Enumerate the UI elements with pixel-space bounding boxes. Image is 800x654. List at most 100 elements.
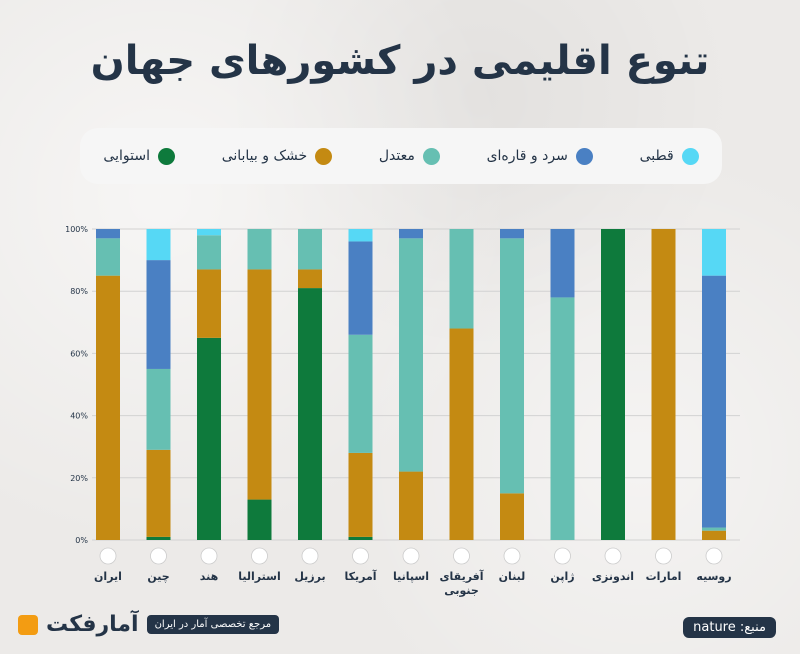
flag-circle [705, 547, 723, 565]
brand-tagline: مرجع تخصصی آمار در ایران [146, 615, 280, 634]
flag-circle [503, 547, 521, 565]
bar-segment [702, 275, 726, 528]
bar-segment [500, 238, 524, 494]
bar-segment [348, 241, 373, 335]
iran-flag-icon [99, 547, 117, 565]
south-africa-flag-icon [453, 547, 470, 565]
bar-segment [348, 536, 373, 540]
legend-label-tropical: استوایی [103, 148, 150, 164]
chart-title: تنوع اقلیمی در کشورهای جهان [90, 38, 710, 84]
category-label: روسیه [696, 570, 731, 583]
legend-item-tropical: استوایی [103, 147, 175, 165]
bar-segment [298, 229, 322, 270]
bar-segment [601, 229, 625, 540]
brand-name: آمارفکت [46, 612, 139, 637]
category-label: امارات [646, 570, 682, 583]
japan-flag-icon [554, 547, 571, 565]
category-label: برزیل [294, 570, 325, 583]
bar-segment [500, 493, 524, 540]
bar-segment [449, 328, 474, 540]
flag-circle [655, 547, 672, 565]
y-tick-label: 80% [70, 287, 88, 296]
bar-segment [550, 229, 575, 298]
bar-segment [96, 238, 120, 276]
australia-flag-icon [251, 547, 268, 565]
legend-swatch-arid [315, 147, 333, 165]
bar-segment [146, 536, 171, 540]
flag-circle [251, 547, 268, 565]
y-tick-label: 100% [65, 225, 88, 234]
category-label: هند [200, 570, 218, 583]
bar-segment [348, 229, 373, 242]
category-label: چین [147, 570, 169, 583]
bar-segment [449, 229, 474, 329]
flag-circle [604, 547, 622, 565]
bar-segment [146, 368, 171, 450]
legend-swatch-polar [681, 147, 699, 165]
bar-segment [197, 229, 221, 236]
bar-segment [247, 229, 272, 270]
flag-circle [200, 547, 218, 565]
legend-item-continental: سرد و قاره‌ای [486, 147, 593, 165]
spain-flag-icon [402, 547, 420, 565]
flag-circle [99, 547, 117, 565]
category-label: اسپانیا [393, 570, 429, 583]
bar-segment [96, 275, 120, 540]
legend-swatch-continental [575, 147, 593, 165]
category-label: ژاپن [550, 570, 574, 583]
flag-circle [453, 547, 470, 565]
bar-segment [247, 499, 272, 540]
legend-label-polar: قطبی [639, 148, 674, 164]
uae-flag-icon [655, 547, 672, 565]
flag-circle [150, 547, 167, 565]
y-tick-label: 60% [70, 349, 88, 358]
bar-segment [197, 235, 221, 270]
indonesia-flag-icon [604, 547, 622, 565]
legend-item-temperate: معتدل [378, 147, 440, 165]
russia-flag-icon [705, 547, 723, 565]
y-tick-label: 40% [70, 412, 88, 421]
china-flag-icon [150, 547, 167, 565]
bar-segment [146, 229, 171, 261]
flag-circle [301, 547, 319, 565]
legend-item-arid: خشک و بیابانی [221, 147, 333, 165]
source-label: منبع: nature [683, 617, 776, 638]
y-tick-label: 0% [75, 536, 88, 545]
category-label: ایران [94, 570, 122, 583]
legend-swatch-temperate [422, 147, 440, 165]
bar-segment [399, 471, 423, 540]
category-label: آمریکا [344, 569, 376, 583]
y-tick-label: 20% [70, 474, 88, 483]
bar-segment [348, 452, 373, 537]
bar-segment [146, 260, 171, 369]
bar-segment [651, 229, 676, 540]
category-label: اندونزی [592, 570, 634, 583]
flag-circle [352, 547, 369, 565]
bar-segment [702, 527, 726, 531]
bar-segment [702, 229, 726, 276]
bar-segment [298, 269, 322, 289]
brand-logo-icon [18, 614, 38, 635]
category-label: استرالیا [238, 570, 280, 583]
bar-segment [702, 530, 726, 540]
legend-swatch-tropical [157, 147, 175, 165]
india-flag-icon [200, 547, 218, 565]
flag-circle [402, 547, 420, 565]
legend-label-continental: سرد و قاره‌ای [486, 148, 568, 164]
bar-segment [146, 449, 171, 537]
brazil-flag-icon [301, 547, 319, 565]
brand-footer: آمارفکت مرجع تخصصی آمار در ایران [18, 612, 280, 637]
bar-segment [500, 229, 524, 239]
bar-segment [197, 269, 221, 338]
bar-segment [348, 334, 373, 453]
lebanon-flag-icon [503, 547, 521, 565]
usa-flag-icon [352, 547, 369, 565]
legend-label-temperate: معتدل [378, 148, 415, 164]
bar-segment [96, 229, 120, 239]
bar-segment [399, 238, 423, 472]
bar-segment [247, 269, 272, 500]
legend-label-arid: خشک و بیابانی [221, 148, 308, 164]
category-label: آفریقای جنوبی [439, 569, 483, 597]
bar-segment [197, 337, 221, 540]
